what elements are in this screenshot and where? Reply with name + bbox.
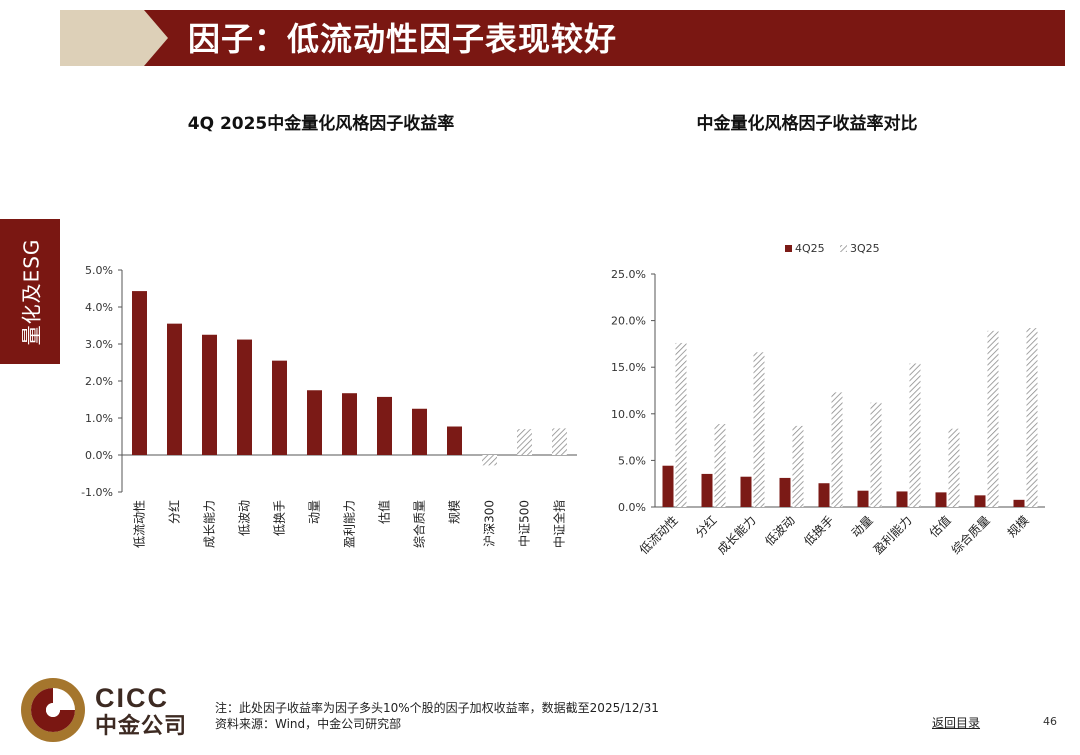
legend-swatch [785, 245, 792, 252]
chart2-bar-3q25 [948, 428, 960, 507]
chart2-x-tick-label: 分红 [692, 513, 720, 541]
chart2-x-tick-label: 盈利能力 [871, 513, 915, 557]
chart1-bar [307, 390, 322, 455]
chart2-bar-4q25 [740, 476, 752, 507]
chart2-x-tick-label: 成长能力 [715, 513, 759, 557]
chart2-x-tick-label: 综合质量 [948, 513, 993, 558]
chart1-x-tick-label: 沪深300 [483, 500, 497, 547]
chart2-bar-3q25 [1026, 328, 1038, 507]
chart2-factor-comparison: 4Q25 3Q25 0.0% 5.0% 10.0% 15.0% 20.0% 25.0% 低流动性… [611, 242, 1045, 558]
chart1-x-tick-label: 中证全指 [552, 500, 567, 548]
page-number: 46 [1043, 715, 1057, 728]
chart1-bar [482, 455, 497, 466]
chart2-bar-4q25 [662, 465, 674, 507]
chart1-x-tick-label: 分红 [167, 500, 182, 524]
chart2-bar-4q25 [818, 483, 830, 507]
chart1-bar [202, 334, 217, 455]
chart2-bar-3q25 [714, 424, 726, 507]
chart2-bar-4q25 [1013, 499, 1025, 507]
chart1-bar [272, 360, 287, 455]
chart1-bar [447, 426, 462, 455]
chart2-bar-3q25 [987, 330, 999, 507]
page-title: 因子：低流动性因子表现较好 [188, 20, 618, 58]
chart2-y-tick-label: 15.0% [611, 361, 646, 374]
chart1-y-tick-label: 3.0% [85, 338, 113, 351]
chart1-x-tick-label: 估值 [377, 500, 392, 524]
chart1-bar [132, 291, 147, 455]
legend-label: 4Q25 [795, 242, 825, 255]
chart2-bar-4q25 [701, 473, 713, 507]
chart1-x-tick-label: 低流动性 [133, 500, 147, 548]
chart2-bar-3q25 [870, 402, 882, 507]
chart2-x-tick-label: 规模 [1004, 513, 1032, 541]
chart1-factor-returns: -1.0% 0.0% 1.0% 2.0% 3.0% 4.0% 5.0% 低流动性 分红 成长能力 低… [81, 264, 577, 548]
footnote: 注：此处因子收益率为因子多头10%个股的因子加权收益率，数据截至2025/12/… [215, 701, 659, 715]
chart2-bar-4q25 [896, 491, 908, 507]
chart2-bar-3q25 [675, 342, 687, 507]
chart2-title: 中金量化风格因子收益率对比 [696, 114, 918, 134]
chart1-bar [517, 429, 532, 455]
chart1-y-tick-label: 2.0% [85, 375, 113, 388]
chart1-bar [167, 323, 182, 455]
chart1-x-tick-label: 低换手 [273, 500, 287, 536]
chart1-y-tick-label: 5.0% [85, 264, 113, 277]
back-to-contents-link[interactable]: 返回目录 [932, 716, 981, 730]
chart1-y-tick-label: 1.0% [85, 412, 113, 425]
chart2-x-tick-label: 低流动性 [637, 513, 681, 557]
chart1-title: 4Q 2025中金量化风格因子收益率 [187, 114, 455, 134]
chart2-x-tick-label: 低换手 [801, 513, 836, 548]
chart2-y-tick-label: 20.0% [611, 315, 646, 328]
chart2-bar-4q25 [974, 495, 986, 507]
chart2-y-tick-label: 25.0% [611, 268, 646, 281]
source-note: 资料来源：Wind，中金公司研究部 [215, 717, 402, 731]
chart1-x-tick-label: 综合质量 [412, 500, 427, 548]
chart1-bar [552, 428, 567, 455]
chart2-x-tick-label: 动量 [849, 513, 876, 540]
chart1-bar [342, 393, 357, 455]
section-tab[interactable]: 量化及ESG [0, 219, 60, 364]
chart2-bar-3q25 [909, 363, 921, 507]
logo-text-cn: 中金公司 [95, 714, 188, 739]
chart2-y-tick-label: 5.0% [618, 454, 646, 467]
chart1-y-tick-label: -1.0% [81, 486, 113, 499]
chart2-y-tick-label: 0.0% [618, 501, 646, 514]
chart1-x-tick-label: 规模 [447, 500, 462, 524]
chart2-bar-4q25 [779, 477, 791, 507]
chart1-x-tick-label: 成长能力 [203, 500, 217, 548]
chart2-bar-3q25 [792, 425, 804, 507]
chart2-x-tick-label: 估值 [926, 513, 954, 541]
cicc-logo-icon [21, 678, 85, 742]
title-bar [60, 10, 1065, 66]
logo-text-en: CICC [95, 683, 169, 713]
chart1-x-tick-label: 中证500 [517, 500, 532, 547]
chart1-y-tick-label: 0.0% [85, 449, 113, 462]
title-bar-shape [60, 10, 1065, 66]
chart2-bar-3q25 [831, 392, 843, 507]
chart2-y-tick-label: 10.0% [611, 408, 646, 421]
legend-label: 3Q25 [850, 242, 880, 255]
chart1-bar [237, 339, 252, 455]
section-tab-label: 量化及ESG [19, 238, 44, 345]
chart1-x-tick-label: 动量 [308, 500, 322, 524]
chart2-bar-3q25 [753, 352, 765, 507]
chart2-bar-4q25 [857, 490, 869, 507]
chart1-x-tick-label: 盈利能力 [343, 500, 357, 548]
chart1-y-tick-label: 4.0% [85, 301, 113, 314]
chart2-x-tick-label: 低波动 [762, 513, 797, 548]
chart2-bar-4q25 [935, 492, 947, 507]
chart1-bar [412, 408, 427, 455]
chart1-x-tick-label: 低波动 [238, 500, 252, 536]
chart1-bar [377, 396, 392, 455]
legend-swatch [840, 245, 847, 252]
